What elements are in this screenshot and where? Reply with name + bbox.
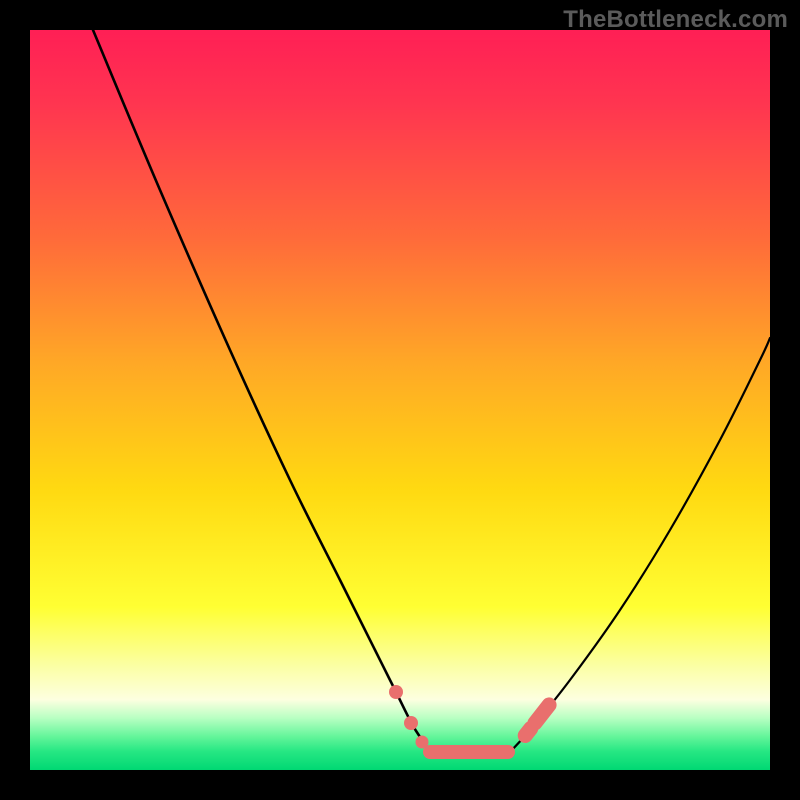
- curve-marker-dot: [389, 685, 403, 699]
- plot-area: [30, 30, 770, 770]
- curve-marker-dot: [404, 716, 418, 730]
- chart-frame: TheBottleneck.com: [0, 0, 800, 800]
- curve-marker-pill: [524, 694, 559, 733]
- curve-marker-dot: [416, 736, 429, 749]
- watermark-text: TheBottleneck.com: [563, 6, 788, 34]
- markers-layer: [30, 30, 770, 770]
